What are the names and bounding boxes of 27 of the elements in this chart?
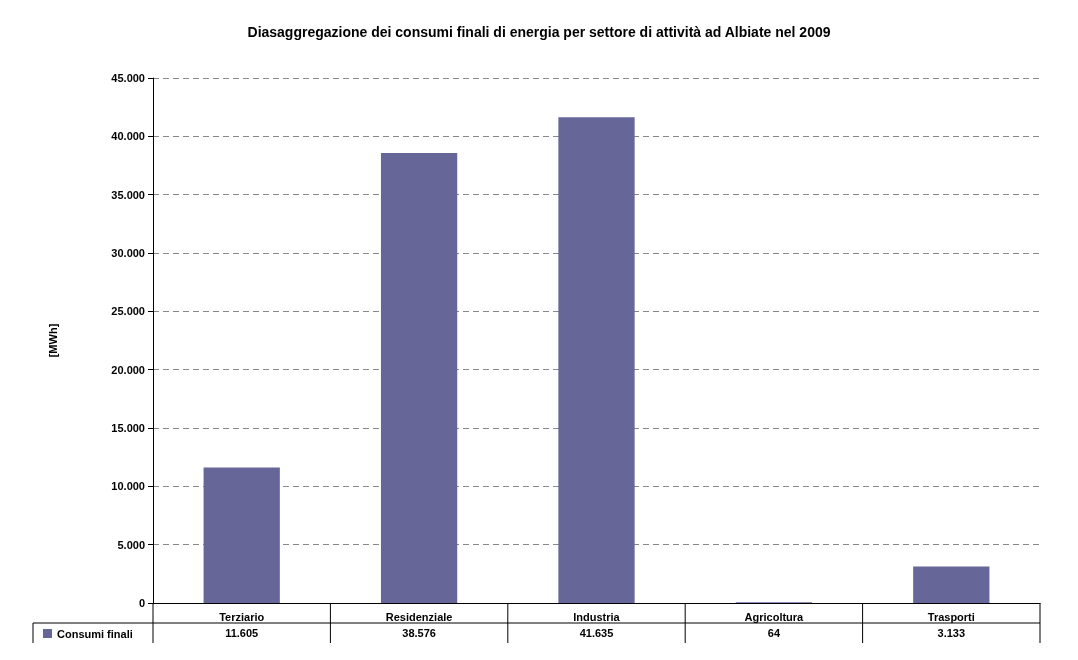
y-tick-label: 0 [138, 597, 145, 609]
chart-title: Diasaggregazione dei consumi finali di energia per settore di attività ad Albiate nel 2009 [247, 24, 831, 40]
bar [558, 117, 635, 603]
y-tick-label: 45.000 [111, 72, 145, 84]
y-tick-label: 10.000 [111, 480, 145, 493]
x-tick-label: Agricoltura [744, 610, 805, 623]
legend-label: Consumi finali [57, 627, 133, 640]
x-tick-label: Industria [573, 610, 621, 623]
data-label: 38.576 [402, 627, 436, 639]
data-label: 41.635 [579, 627, 614, 639]
bar [380, 152, 458, 603]
data-label: 3.133 [937, 627, 966, 639]
y-tick-label: 20.000 [111, 363, 145, 376]
y-tick-label: 5.000 [117, 538, 145, 551]
y-tick-label: 35.000 [111, 188, 145, 201]
x-tick-label: Terziario [219, 610, 265, 623]
y-tick-label: 40.000 [111, 130, 145, 143]
y-tick-label: 30.000 [111, 247, 145, 259]
x-tick-label: Trasporti [927, 610, 975, 623]
y-axis-title: [MWh] [46, 323, 59, 358]
y-tick-label: 25.000 [111, 305, 145, 318]
data-label: 11.605 [225, 627, 259, 639]
bar [203, 467, 280, 603]
bar [913, 566, 990, 603]
data-label: 64 [767, 627, 781, 639]
y-tick-label: 15.000 [111, 422, 145, 434]
x-tick-label: Residenziale [385, 610, 453, 623]
